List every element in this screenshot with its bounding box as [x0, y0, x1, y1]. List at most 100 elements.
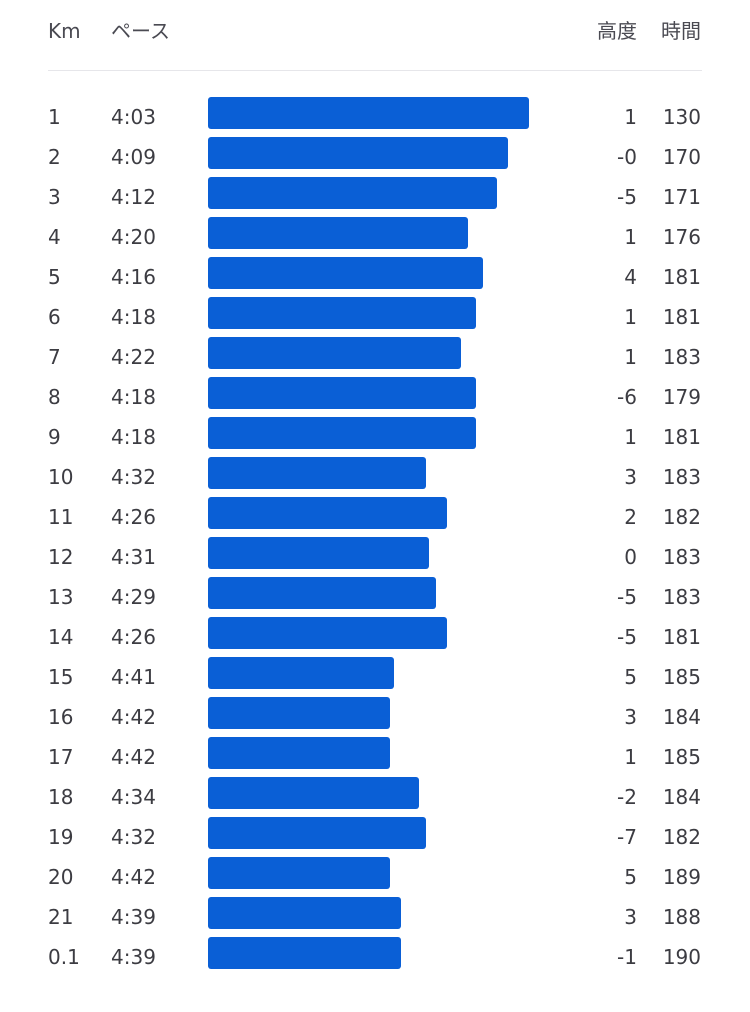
- elevation-value: 3: [624, 465, 637, 489]
- elevation-value: -5: [617, 585, 637, 609]
- elevation-value: -0: [617, 145, 637, 169]
- pace-bar: [208, 737, 390, 769]
- pace-bar: [208, 897, 401, 929]
- pace-label: 4:18: [111, 305, 156, 329]
- time-value: 185: [662, 665, 701, 689]
- km-label: 15: [48, 665, 74, 689]
- elevation-value: 1: [624, 745, 637, 769]
- km-label: 2: [48, 145, 61, 169]
- pace-label: 4:42: [111, 865, 156, 889]
- table-row: 7 4:22 1 183: [0, 337, 750, 377]
- elevation-value: 3: [624, 705, 637, 729]
- pace-bar: [208, 537, 429, 569]
- pace-bar: [208, 97, 529, 129]
- table-row: 15 4:41 5 185: [0, 657, 750, 697]
- pace-label: 4:32: [111, 465, 156, 489]
- km-label: 11: [48, 505, 74, 529]
- time-value: 179: [662, 385, 701, 409]
- pace-bar: [208, 177, 497, 209]
- elevation-value: 1: [624, 225, 637, 249]
- pace-bar: [208, 577, 436, 609]
- elevation-value: 1: [624, 345, 637, 369]
- table-row: 9 4:18 1 181: [0, 417, 750, 457]
- pace-bar: [208, 497, 447, 529]
- pace-bar: [208, 777, 419, 809]
- time-value: 181: [662, 265, 701, 289]
- pace-bar: [208, 937, 401, 969]
- elevation-value: 0: [624, 545, 637, 569]
- pace-label: 4:18: [111, 425, 156, 449]
- km-label: 9: [48, 425, 61, 449]
- table-row: 2 4:09 -0 170: [0, 137, 750, 177]
- pace-bar: [208, 137, 508, 169]
- elevation-value: 1: [624, 305, 637, 329]
- table-row: 3 4:12 -5 171: [0, 177, 750, 217]
- pace-bar: [208, 417, 476, 449]
- pace-bar: [208, 297, 476, 329]
- time-value: 183: [662, 585, 701, 609]
- elevation-value: -6: [617, 385, 637, 409]
- pace-bar: [208, 337, 461, 369]
- table-row: 6 4:18 1 181: [0, 297, 750, 337]
- elevation-value: 1: [624, 105, 637, 129]
- pace-label: 4:18: [111, 385, 156, 409]
- elevation-value: 2: [624, 505, 637, 529]
- km-label: 19: [48, 825, 74, 849]
- pace-label: 4:12: [111, 185, 156, 209]
- pace-label: 4:42: [111, 745, 156, 769]
- table-row: 18 4:34 -2 184: [0, 777, 750, 817]
- elevation-value: 5: [624, 665, 637, 689]
- pace-bar: [208, 697, 390, 729]
- time-value: 170: [662, 145, 701, 169]
- pace-bar: [208, 257, 483, 289]
- elevation-value: 3: [624, 905, 637, 929]
- table-row: 1 4:03 1 130: [0, 97, 750, 137]
- time-value: 181: [662, 425, 701, 449]
- km-label: 13: [48, 585, 74, 609]
- pace-label: 4:42: [111, 705, 156, 729]
- pace-label: 4:32: [111, 825, 156, 849]
- pace-label: 4:20: [111, 225, 156, 249]
- pace-label: 4:03: [111, 105, 156, 129]
- pace-label: 4:26: [111, 625, 156, 649]
- pace-label: 4:41: [111, 665, 156, 689]
- time-value: 130: [662, 105, 701, 129]
- table-row: 12 4:31 0 183: [0, 537, 750, 577]
- time-value: 181: [662, 625, 701, 649]
- km-label: 5: [48, 265, 61, 289]
- km-label: 8: [48, 385, 61, 409]
- table-row: 11 4:26 2 182: [0, 497, 750, 537]
- table-row: 21 4:39 3 188: [0, 897, 750, 937]
- table-row: 19 4:32 -7 182: [0, 817, 750, 857]
- header-elevation: 高度: [597, 19, 637, 43]
- header-time: 時間: [661, 19, 701, 43]
- km-label: 4: [48, 225, 61, 249]
- km-label: 6: [48, 305, 61, 329]
- pace-bar: [208, 857, 390, 889]
- km-label: 12: [48, 545, 74, 569]
- pace-bar: [208, 377, 476, 409]
- elevation-value: -5: [617, 625, 637, 649]
- km-label: 16: [48, 705, 74, 729]
- table-row: 8 4:18 -6 179: [0, 377, 750, 417]
- pace-label: 4:09: [111, 145, 156, 169]
- km-label: 0.1: [48, 945, 80, 969]
- table-row: 13 4:29 -5 183: [0, 577, 750, 617]
- elevation-value: -5: [617, 185, 637, 209]
- pace-label: 4:34: [111, 785, 156, 809]
- km-label: 1: [48, 105, 61, 129]
- table-row: 10 4:32 3 183: [0, 457, 750, 497]
- elevation-value: -2: [617, 785, 637, 809]
- time-value: 190: [662, 945, 701, 969]
- time-value: 184: [662, 705, 701, 729]
- time-value: 171: [662, 185, 701, 209]
- time-value: 182: [662, 505, 701, 529]
- pace-label: 4:39: [111, 945, 156, 969]
- km-label: 21: [48, 905, 74, 929]
- km-label: 10: [48, 465, 74, 489]
- header-km: Km: [48, 19, 81, 43]
- time-value: 184: [662, 785, 701, 809]
- pace-bar: [208, 657, 394, 689]
- elevation-value: 1: [624, 425, 637, 449]
- table-row: 16 4:42 3 184: [0, 697, 750, 737]
